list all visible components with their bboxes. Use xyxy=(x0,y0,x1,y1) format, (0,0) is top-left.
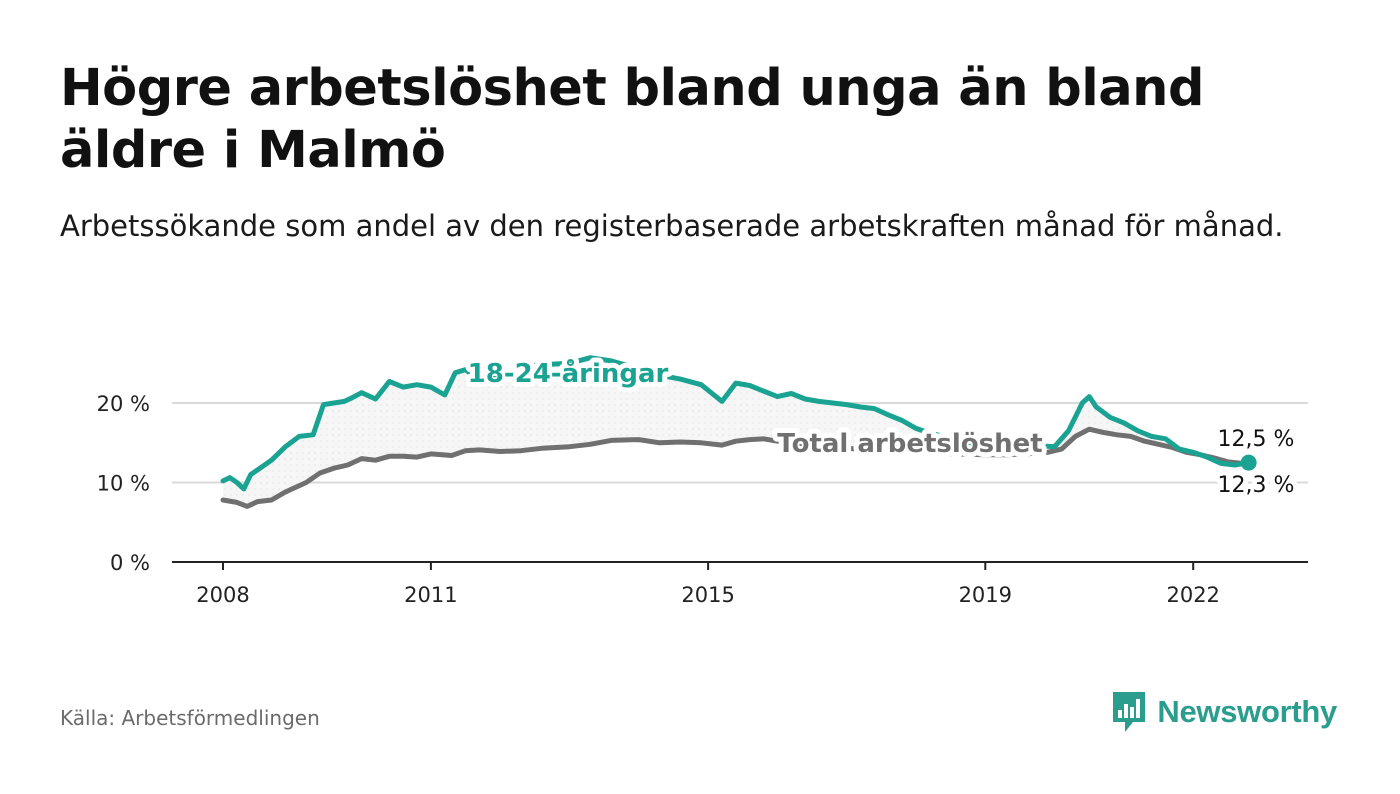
x-tick-label: 2011 xyxy=(404,583,457,607)
svg-text:18-24-åringar: 18-24-åringar xyxy=(468,357,669,389)
y-tick-label: 20 % xyxy=(97,392,150,416)
area-between-series xyxy=(223,357,1249,507)
x-tick-label: 2019 xyxy=(959,583,1012,607)
chart-title: Högre arbetslöshet bland unga än bland ä… xyxy=(60,59,1205,180)
svg-text:12,5 %: 12,5 % xyxy=(1218,427,1295,452)
youth-series-label: 18-24-åringar xyxy=(468,357,669,389)
newsworthy-wordmark: Newsworthy xyxy=(1157,694,1337,729)
series-lines xyxy=(220,355,1257,509)
newsworthy-logo: Newsworthy xyxy=(1111,690,1337,734)
y-tick-label: 10 % xyxy=(97,472,150,496)
total-series-label: Total arbetslöshet xyxy=(777,429,1042,459)
x-tick-label: 2008 xyxy=(196,583,249,607)
svg-text:12,3 %: 12,3 % xyxy=(1218,473,1295,498)
axes: 0 % 10 % 20 % 2008 2011 2015 2019 2022 xyxy=(97,392,1308,607)
chart-subtitle: Arbetssökande som andel av den registerb… xyxy=(60,209,1284,243)
total-unemployment-line xyxy=(220,426,1252,509)
svg-text:Total arbetslöshet: Total arbetslöshet xyxy=(777,429,1042,459)
youth-unemployment-line xyxy=(220,355,1252,492)
source-note: Källa: Arbetsförmedlingen xyxy=(60,706,320,730)
total-end-value-label: 12,3 % xyxy=(1218,473,1295,498)
youth-end-value-label: 12,5 % xyxy=(1218,427,1295,452)
newsworthy-logo-icon xyxy=(1113,692,1146,732)
x-tick-label: 2022 xyxy=(1166,583,1219,607)
x-tick-label: 2015 xyxy=(681,583,734,607)
y-tick-label: 0 % xyxy=(110,551,150,575)
gap-area xyxy=(223,357,1249,507)
youth-end-point xyxy=(1240,454,1257,471)
